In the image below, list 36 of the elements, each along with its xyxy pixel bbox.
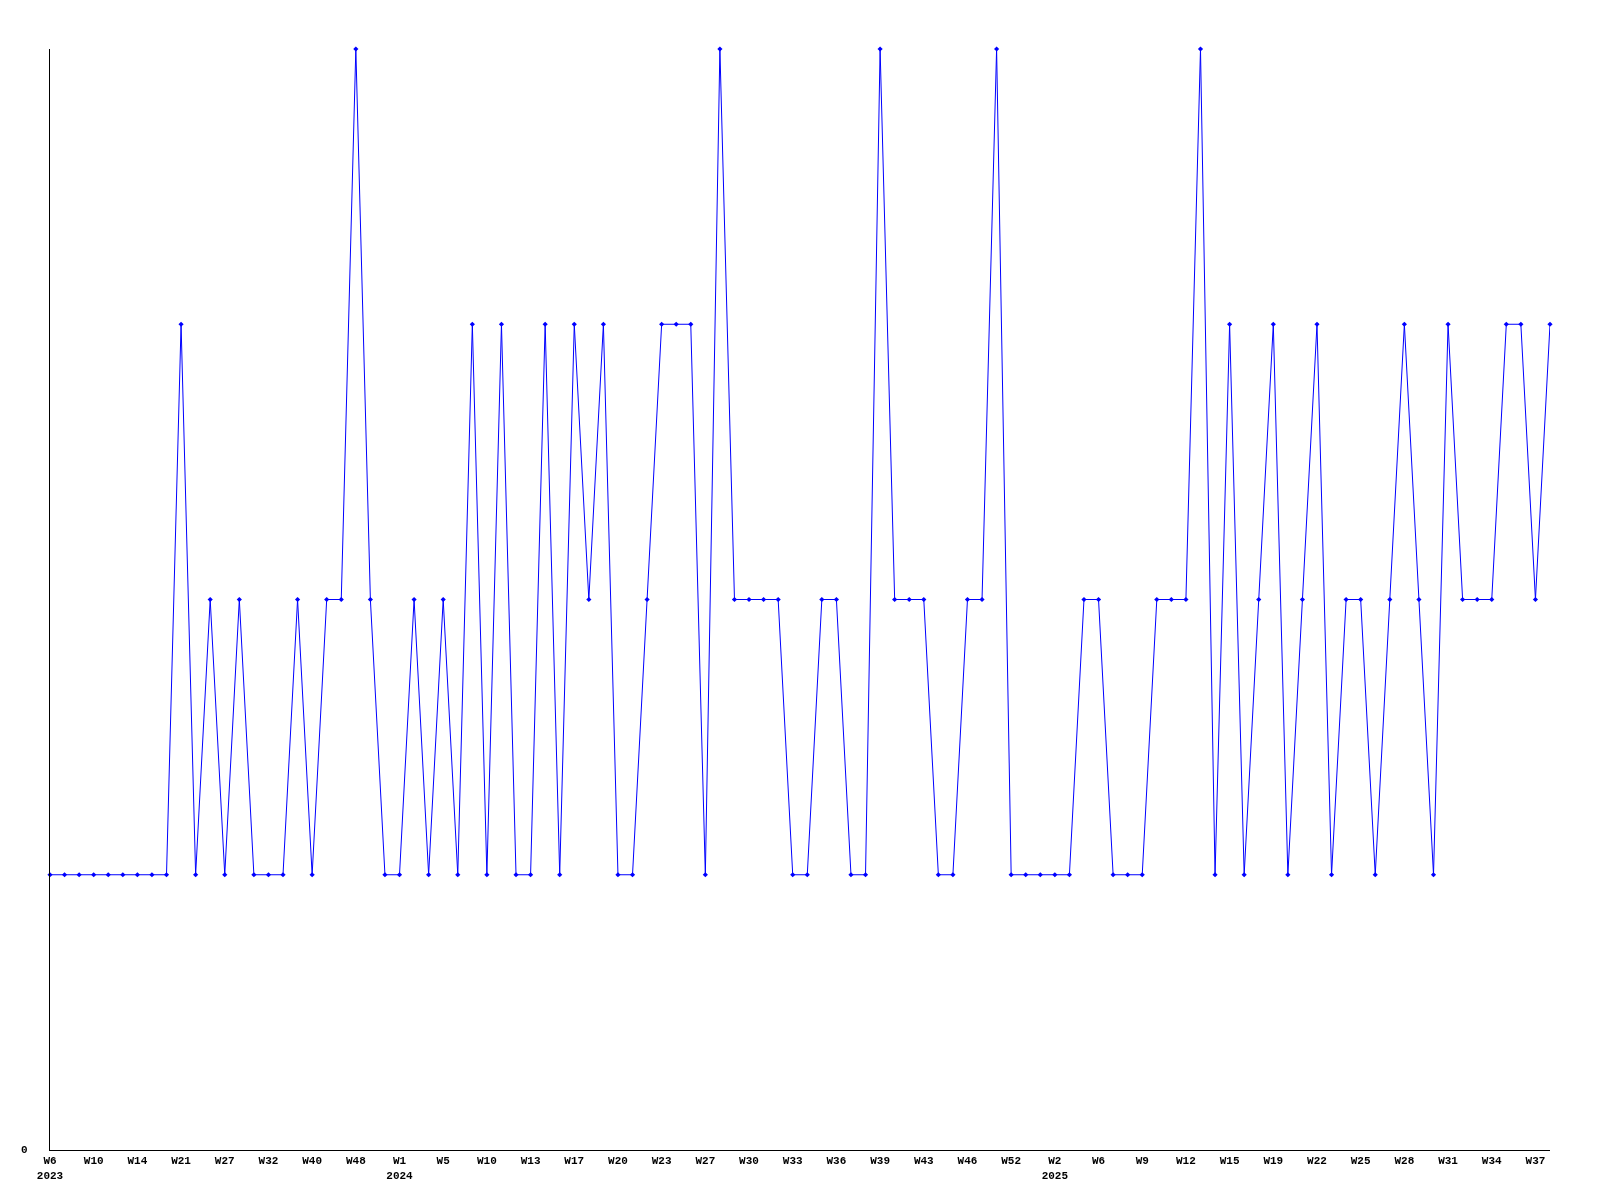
x-tick-label: W30 [739,1155,759,1168]
x-tick-label: W52 [1001,1155,1022,1168]
x-tick-label: W10 [83,1155,104,1168]
x-tick-label: W13 [520,1155,541,1168]
x-tick-label: W46 [957,1155,978,1168]
x-tick-label: W36 [826,1155,847,1168]
x-tick-label: W40 [302,1155,323,1168]
x-tick-label: W6 2023 [36,1155,64,1182]
x-tick-label: W20 [608,1155,628,1168]
x-tick-label: W27 [214,1155,235,1168]
x-tick-label: W48 [345,1155,367,1168]
x-tick-label: W12 [1176,1155,1196,1168]
x-tick-label: W1 2024 [386,1155,414,1182]
x-tick-label: W31 [1438,1155,1459,1168]
x-tick-label: W2 2025 [1041,1155,1069,1182]
x-tick-label: W39 [870,1155,891,1168]
x-tick-label: W27 [695,1155,716,1168]
x-tick-label: W25 [1350,1155,1371,1168]
x-tick-label: W5 [436,1155,451,1168]
x-tick-label: W23 [651,1155,672,1168]
x-tick-label: W33 [782,1155,804,1168]
x-tick-label: W37 [1525,1155,1546,1168]
x-tick-label: W28 [1394,1155,1415,1168]
x-tick-label: W10 [476,1155,497,1168]
x-tick-label: W9 [1135,1155,1149,1168]
x-tick-label: W22 [1307,1155,1327,1168]
x-tick-label: W21 [171,1155,192,1168]
x-tick-label: W6 [1091,1155,1106,1168]
x-tick-label: W15 [1219,1155,1240,1168]
x-tick-label: W34 [1481,1155,1503,1168]
x-tick-label: W14 [127,1155,148,1168]
x-tick-label: W17 [564,1155,585,1168]
x-tick-label: W19 [1263,1155,1284,1168]
x-tick-label: W32 [258,1155,279,1168]
text: 0 [21,1144,28,1156]
x-tick-label: W43 [913,1155,935,1168]
